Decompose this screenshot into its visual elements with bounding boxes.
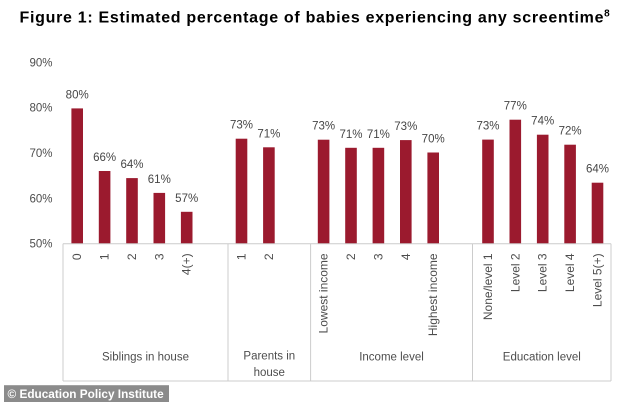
svg-text:Parents in: Parents in — [243, 351, 295, 363]
svg-text:71%: 71% — [257, 128, 280, 140]
svg-text:64%: 64% — [120, 159, 143, 171]
svg-text:Level 2: Level 2 — [508, 253, 522, 292]
svg-text:1: 1 — [98, 253, 112, 260]
svg-text:2: 2 — [125, 253, 139, 260]
svg-text:4(+): 4(+) — [180, 253, 194, 275]
svg-text:64%: 64% — [586, 164, 609, 176]
svg-text:Highest income: Highest income — [426, 253, 440, 336]
svg-text:Level 4: Level 4 — [563, 253, 577, 292]
svg-text:77%: 77% — [504, 101, 527, 113]
svg-text:3: 3 — [371, 253, 385, 260]
svg-text:66%: 66% — [93, 152, 116, 164]
svg-text:3: 3 — [152, 253, 166, 260]
svg-text:74%: 74% — [531, 116, 554, 128]
svg-text:72%: 72% — [559, 126, 582, 138]
svg-text:1: 1 — [235, 253, 249, 260]
svg-text:house: house — [254, 367, 285, 379]
svg-text:0: 0 — [70, 253, 84, 260]
svg-text:73%: 73% — [230, 120, 253, 132]
svg-text:70%: 70% — [29, 148, 52, 160]
svg-text:70%: 70% — [422, 134, 445, 146]
svg-text:2: 2 — [262, 253, 276, 260]
svg-text:Siblings in house: Siblings in house — [102, 351, 189, 363]
svg-text:50%: 50% — [29, 239, 52, 251]
svg-text:© Education Policy Institute: © Education Policy Institute — [8, 387, 165, 401]
svg-text:4: 4 — [399, 253, 413, 260]
svg-text:None/level 1: None/level 1 — [481, 253, 495, 320]
svg-text:80%: 80% — [29, 103, 52, 115]
svg-text:Education level: Education level — [503, 351, 581, 363]
svg-text:Income level: Income level — [359, 351, 424, 363]
svg-text:73%: 73% — [394, 121, 417, 133]
svg-text:71%: 71% — [339, 129, 362, 141]
svg-text:60%: 60% — [29, 193, 52, 205]
svg-text:Level 5(+): Level 5(+) — [591, 253, 605, 307]
svg-text:Figure 1: Estimated percentage: Figure 1: Estimated percentage of babies… — [20, 9, 611, 27]
svg-text:2: 2 — [344, 253, 358, 260]
svg-text:73%: 73% — [312, 121, 335, 133]
svg-text:73%: 73% — [476, 121, 499, 133]
svg-text:80%: 80% — [66, 89, 89, 101]
svg-text:71%: 71% — [367, 129, 390, 141]
svg-text:Level 3: Level 3 — [536, 253, 550, 292]
svg-text:Lowest income: Lowest income — [317, 253, 331, 333]
svg-text:90%: 90% — [29, 57, 52, 69]
svg-text:61%: 61% — [148, 174, 171, 186]
svg-text:57%: 57% — [175, 193, 198, 205]
